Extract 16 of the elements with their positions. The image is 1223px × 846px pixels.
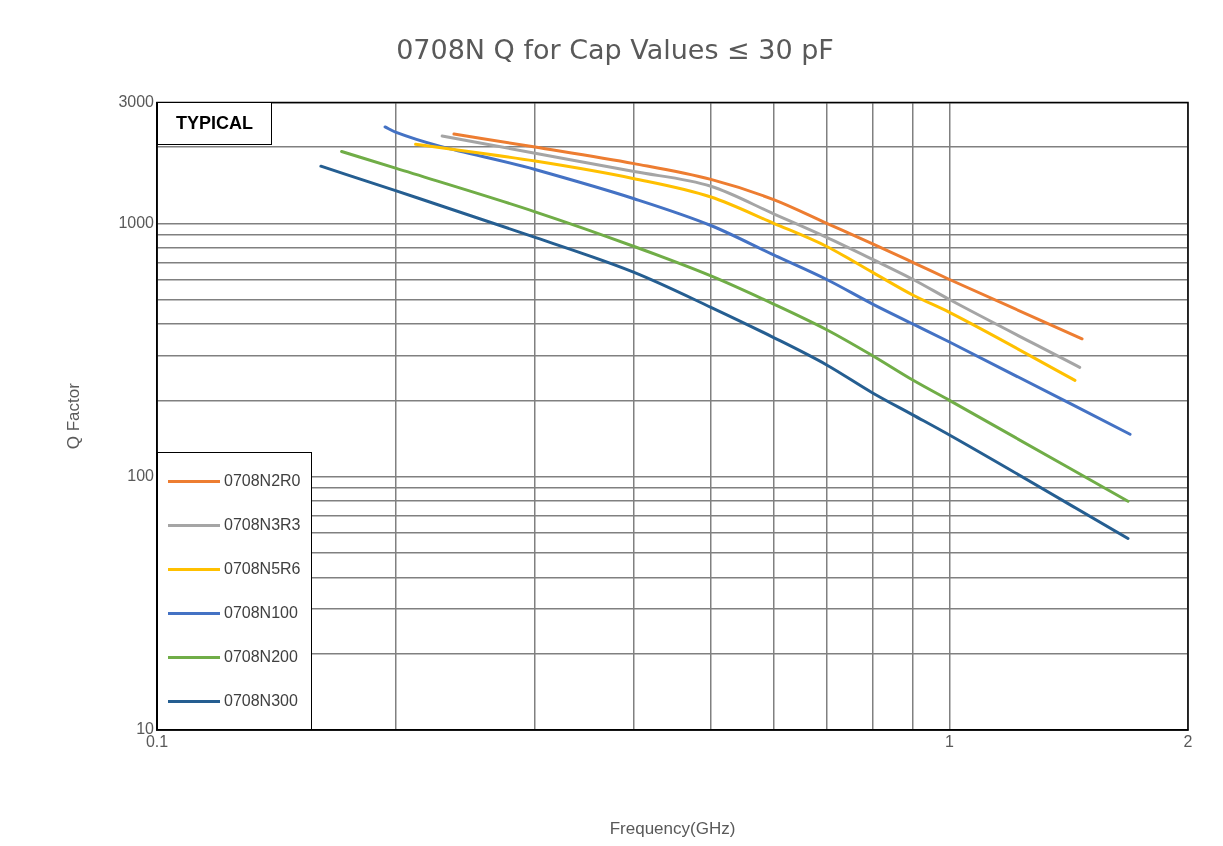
legend-label: 0708N200 — [224, 648, 298, 666]
legend-label: 0708N100 — [224, 604, 298, 622]
legend-label: 0708N2R0 — [224, 472, 301, 490]
x-tick-label: 2 — [1183, 733, 1193, 751]
annotation: TYPICAL — [157, 102, 273, 146]
legend-label: 0708N5R6 — [224, 560, 301, 578]
y-tick-label: 1000 — [118, 213, 155, 231]
y-tick-label: 100 — [127, 467, 155, 485]
x-tick-label: 1 — [945, 733, 954, 751]
x-tick-label: 0.1 — [145, 733, 169, 751]
y-tick-label: 3000 — [118, 92, 155, 110]
chart-title: 0708N Q for Cap Values ≤ 30 pF — [396, 34, 834, 66]
legend-label: 0708N3R3 — [224, 516, 301, 534]
y-axis-title: Q Factor — [63, 382, 83, 450]
x-axis-title: Frequency(GHz) — [609, 819, 736, 839]
legend-label: 0708N300 — [224, 692, 298, 710]
